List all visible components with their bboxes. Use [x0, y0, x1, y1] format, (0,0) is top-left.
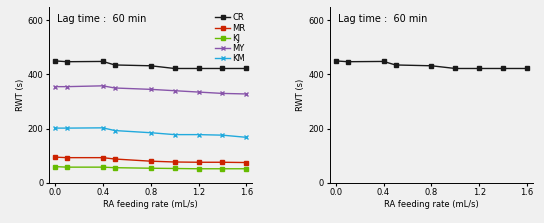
CR [171, 67, 178, 70]
MR [243, 161, 250, 164]
MY [52, 85, 58, 88]
Legend: CR, MR, KJ, MY, KM: CR, MR, KJ, MY, KM [213, 11, 248, 66]
MY [112, 87, 118, 89]
CR [243, 67, 250, 70]
Line: KJ: KJ [53, 165, 249, 171]
CR [195, 67, 202, 70]
MY [243, 93, 250, 95]
Line: MY: MY [53, 84, 249, 96]
KM [195, 133, 202, 136]
CR [52, 60, 58, 62]
CR [392, 64, 399, 66]
KM [52, 127, 58, 129]
MR [147, 160, 154, 163]
MY [100, 85, 106, 87]
MY [147, 88, 154, 91]
KM [147, 131, 154, 134]
KJ [171, 167, 178, 170]
Line: CR: CR [53, 59, 249, 70]
CR [332, 60, 339, 62]
MR [219, 161, 226, 164]
MR [195, 161, 202, 164]
KJ [219, 167, 226, 170]
X-axis label: RA feeding rate (mL/s): RA feeding rate (mL/s) [103, 200, 198, 209]
CR [219, 67, 226, 70]
MY [219, 92, 226, 95]
MR [171, 161, 178, 163]
KJ [64, 166, 70, 169]
KM [64, 127, 70, 129]
CR [428, 64, 435, 67]
Line: KM: KM [53, 126, 249, 139]
CR [500, 67, 506, 70]
Text: Lag time :  60 min: Lag time : 60 min [57, 14, 146, 24]
CR [147, 64, 154, 67]
X-axis label: RA feeding rate (mL/s): RA feeding rate (mL/s) [384, 200, 479, 209]
CR [344, 60, 351, 63]
Line: MR: MR [53, 155, 249, 165]
MY [195, 91, 202, 93]
MY [171, 89, 178, 92]
CR [112, 64, 118, 66]
CR [476, 67, 483, 70]
MR [52, 156, 58, 159]
MR [64, 156, 70, 159]
Y-axis label: RWT (s): RWT (s) [16, 79, 24, 111]
KJ [112, 166, 118, 169]
CR [100, 60, 106, 63]
MR [100, 156, 106, 159]
KJ [195, 167, 202, 170]
Text: Lag time :  60 min: Lag time : 60 min [338, 14, 427, 24]
KM [100, 126, 106, 129]
MY [64, 85, 70, 88]
CR [380, 60, 387, 63]
MR [112, 158, 118, 160]
KJ [243, 167, 250, 170]
KJ [52, 165, 58, 168]
KJ [147, 167, 154, 169]
CR [524, 67, 530, 70]
KM [219, 134, 226, 136]
KM [243, 136, 250, 139]
Line: CR: CR [333, 59, 529, 70]
KJ [100, 166, 106, 169]
Y-axis label: RWT (s): RWT (s) [296, 79, 306, 111]
KM [112, 129, 118, 132]
KM [171, 133, 178, 136]
CR [64, 60, 70, 63]
CR [452, 67, 459, 70]
